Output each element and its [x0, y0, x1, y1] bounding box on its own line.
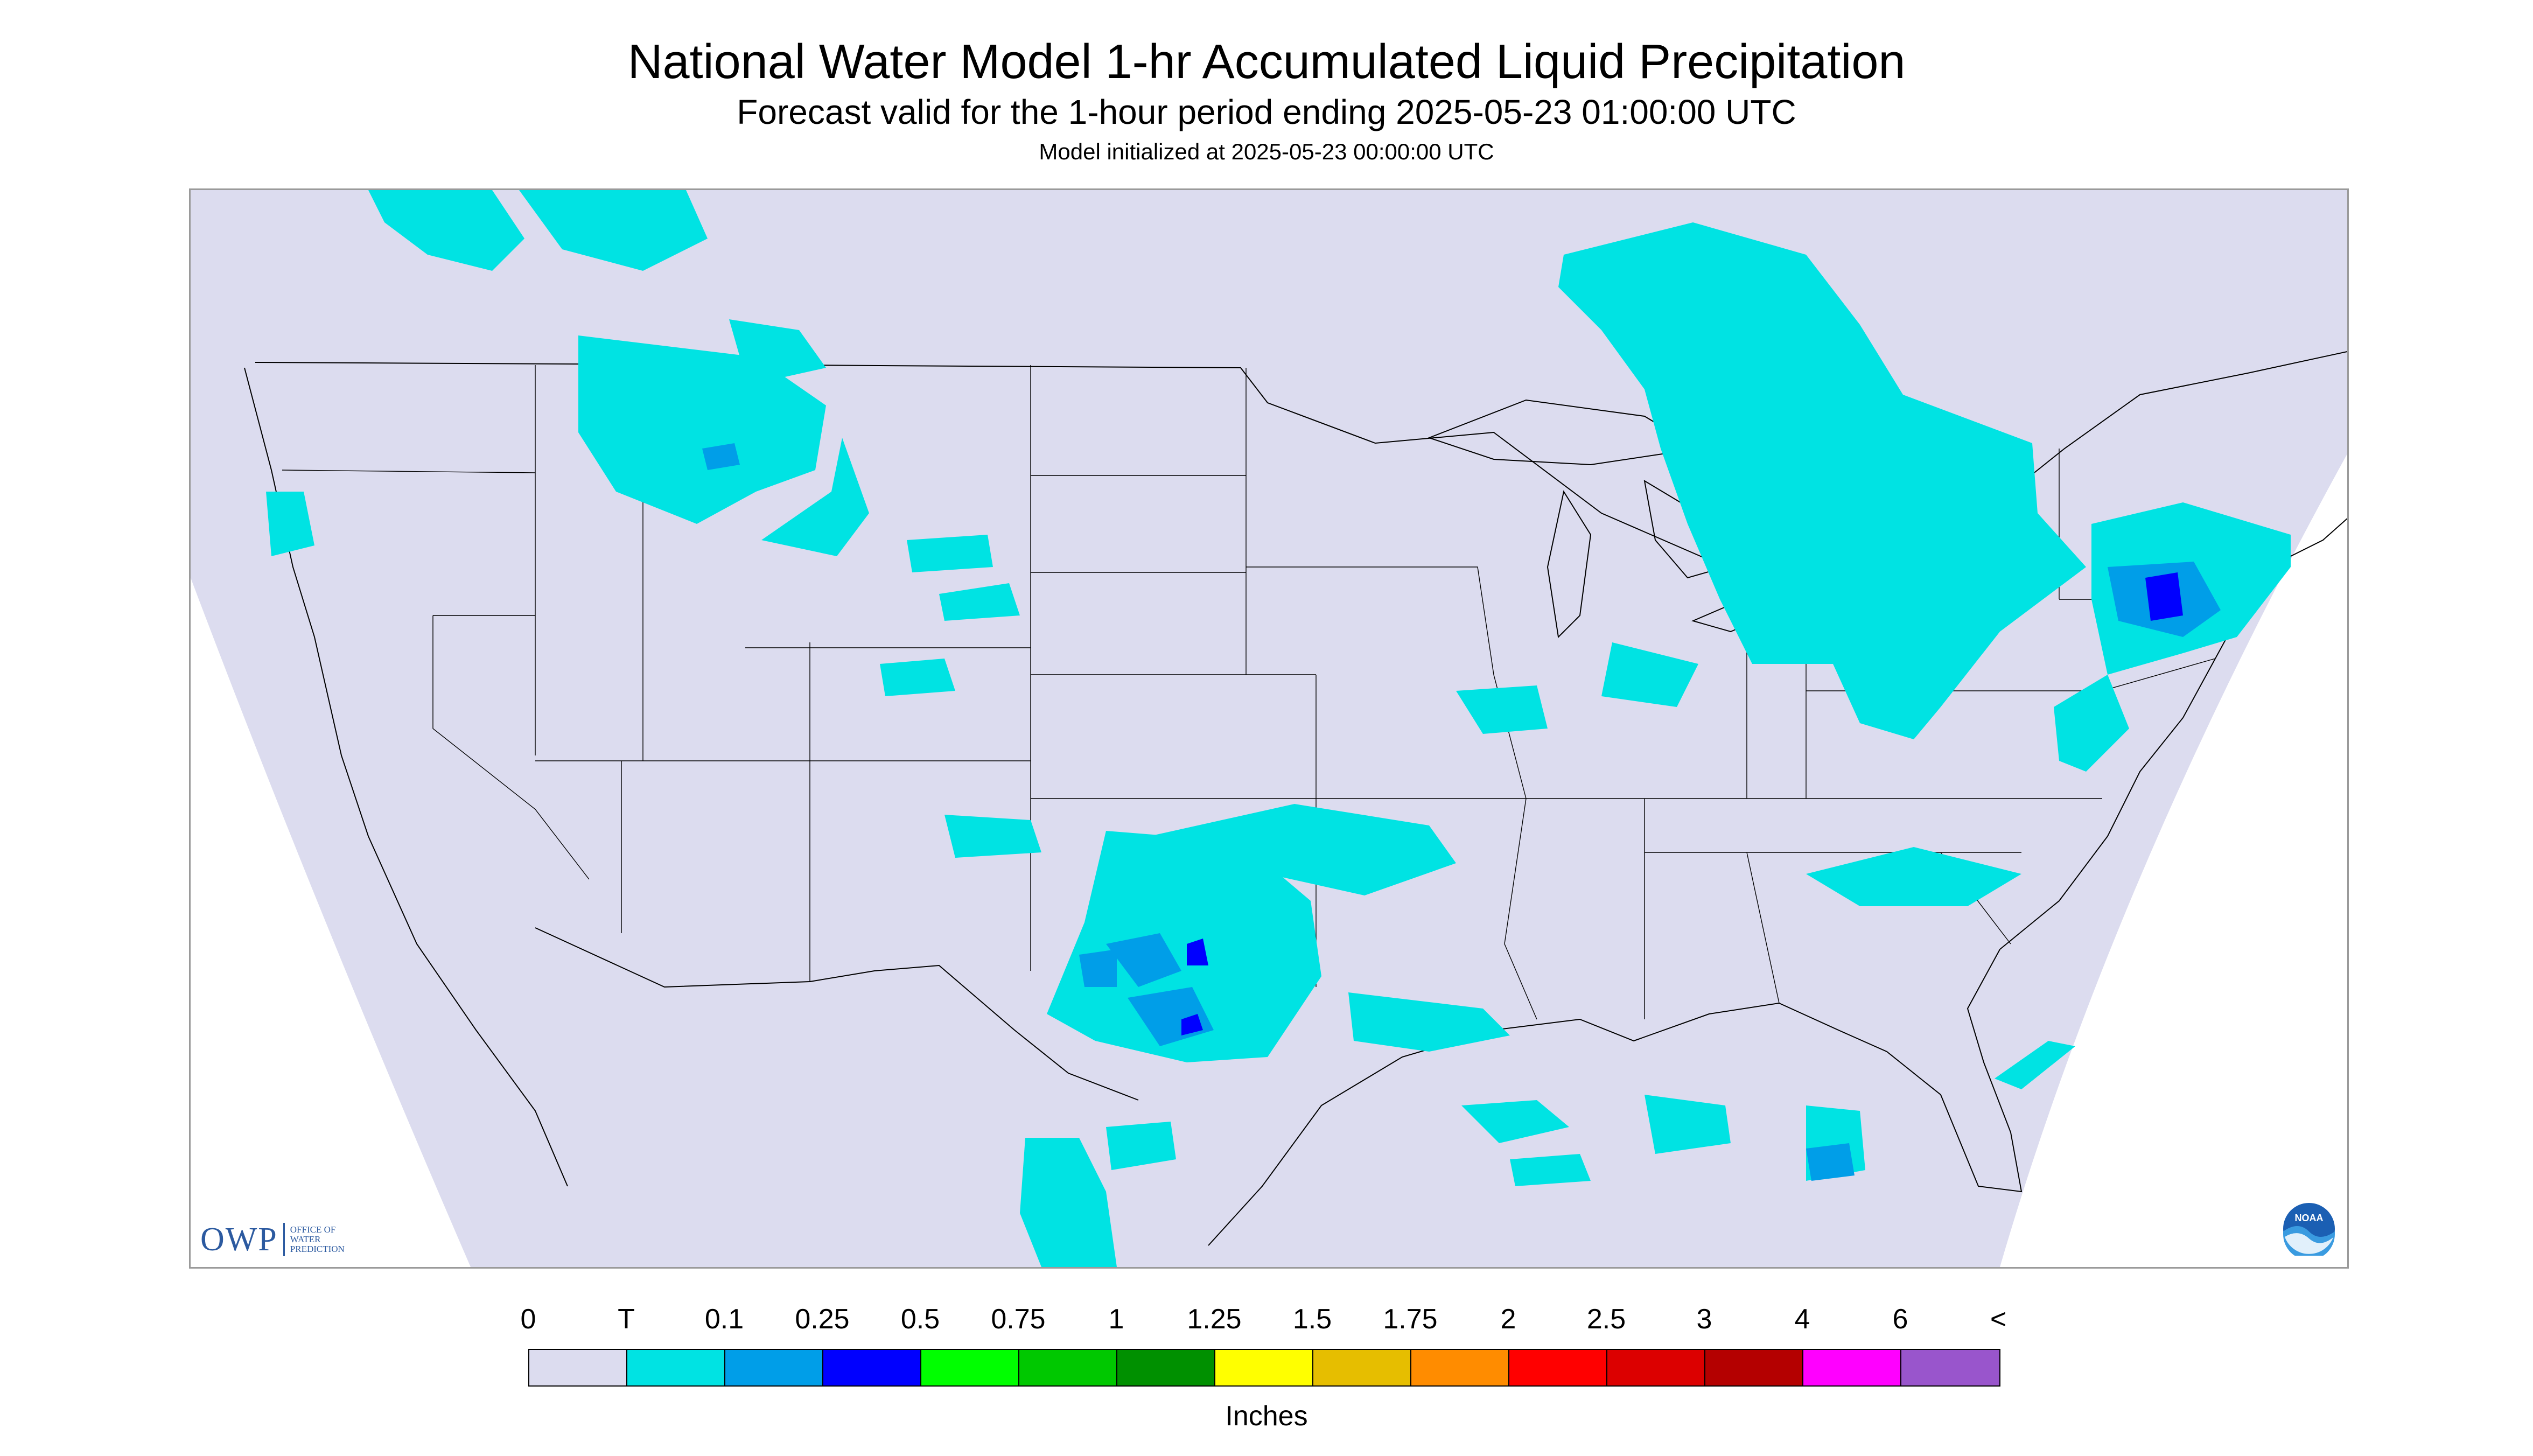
legend-tick-4: 0.5	[900, 1304, 940, 1335]
lake-michigan	[1547, 490, 1592, 639]
noaa-logo: NOAA	[2283, 1203, 2335, 1256]
legend-tick-6: 1	[1108, 1304, 1124, 1335]
owp-logo-line-1: OFFICE OF	[290, 1224, 336, 1235]
legend-swatch-2	[725, 1350, 823, 1385]
legend-swatch-6	[1117, 1350, 1215, 1385]
legend-swatch-8	[1313, 1350, 1411, 1385]
legend-swatch-14	[1901, 1350, 1999, 1385]
owp-logo: OWP OFFICE OF WATER PREDICTION	[200, 1218, 345, 1261]
legend-tick-10: 2	[1500, 1304, 1516, 1335]
legend-tick-15: <	[1990, 1304, 2007, 1335]
legend-swatch-5	[1019, 1350, 1117, 1385]
map-title: National Water Model 1-hr Accumulated Li…	[627, 35, 1906, 89]
legend-swatch-9	[1411, 1350, 1509, 1385]
legend-swatch-7	[1215, 1350, 1313, 1385]
legend-tick-1: T	[618, 1304, 635, 1335]
forecast-valid-subtitle: Forecast valid for the 1-hour period end…	[737, 93, 1796, 131]
legend-swatch-11	[1607, 1350, 1705, 1385]
owp-logo-subtitle: OFFICE OF WATER PREDICTION	[290, 1225, 345, 1254]
legend-units-label: Inches	[1225, 1401, 1308, 1432]
legend-tick-2: 0.1	[704, 1304, 744, 1335]
owp-logo-letters: OWP	[200, 1221, 278, 1258]
owp-logo-line-2: WATER	[290, 1234, 321, 1244]
owp-logo-divider	[283, 1223, 285, 1256]
noaa-logo-text: NOAA	[2295, 1213, 2324, 1223]
legend-swatch-0	[529, 1350, 627, 1385]
legend-swatch-13	[1803, 1350, 1901, 1385]
legend-tick-9: 1.75	[1383, 1304, 1438, 1335]
legend-tick-3: 0.25	[795, 1304, 850, 1335]
legend-swatch-3	[823, 1350, 921, 1385]
precipitation-map	[189, 188, 2349, 1269]
owp-logo-line-3: PREDICTION	[290, 1244, 345, 1254]
legend-swatch-12	[1705, 1350, 1803, 1385]
legend-swatch-4	[921, 1350, 1019, 1385]
legend-tick-13: 4	[1794, 1304, 1810, 1335]
legend-tick-8: 1.5	[1292, 1304, 1332, 1335]
legend-swatch-10	[1509, 1350, 1607, 1385]
model-domain	[191, 190, 2347, 1267]
precip-moderate-areas	[1181, 572, 2183, 1035]
model-init-text: Model initialized at 2025-05-23 00:00:00…	[1039, 139, 1494, 164]
legend-tick-5: 0.75	[991, 1304, 1046, 1335]
map-canvas	[191, 190, 2347, 1267]
precip-legend: 0 T 0.1 0.25 0.5 0.75 1 1.25 1.5 1.75 2 2.5 3 4 6 < Inc…	[0, 1282, 2533, 1454]
legend-tick-11: 2.5	[1586, 1304, 1626, 1335]
legend-tick-0: 0	[520, 1304, 536, 1335]
legend-tick-7: 1.25	[1187, 1304, 1242, 1335]
us-mexico-border	[535, 927, 1139, 1101]
legend-tick-12: 3	[1696, 1304, 1712, 1335]
precip-trace-areas	[266, 190, 2291, 1267]
legend-color-bar	[528, 1349, 2000, 1387]
legend-tick-14: 6	[1892, 1304, 1908, 1335]
legend-swatch-1	[627, 1350, 725, 1385]
